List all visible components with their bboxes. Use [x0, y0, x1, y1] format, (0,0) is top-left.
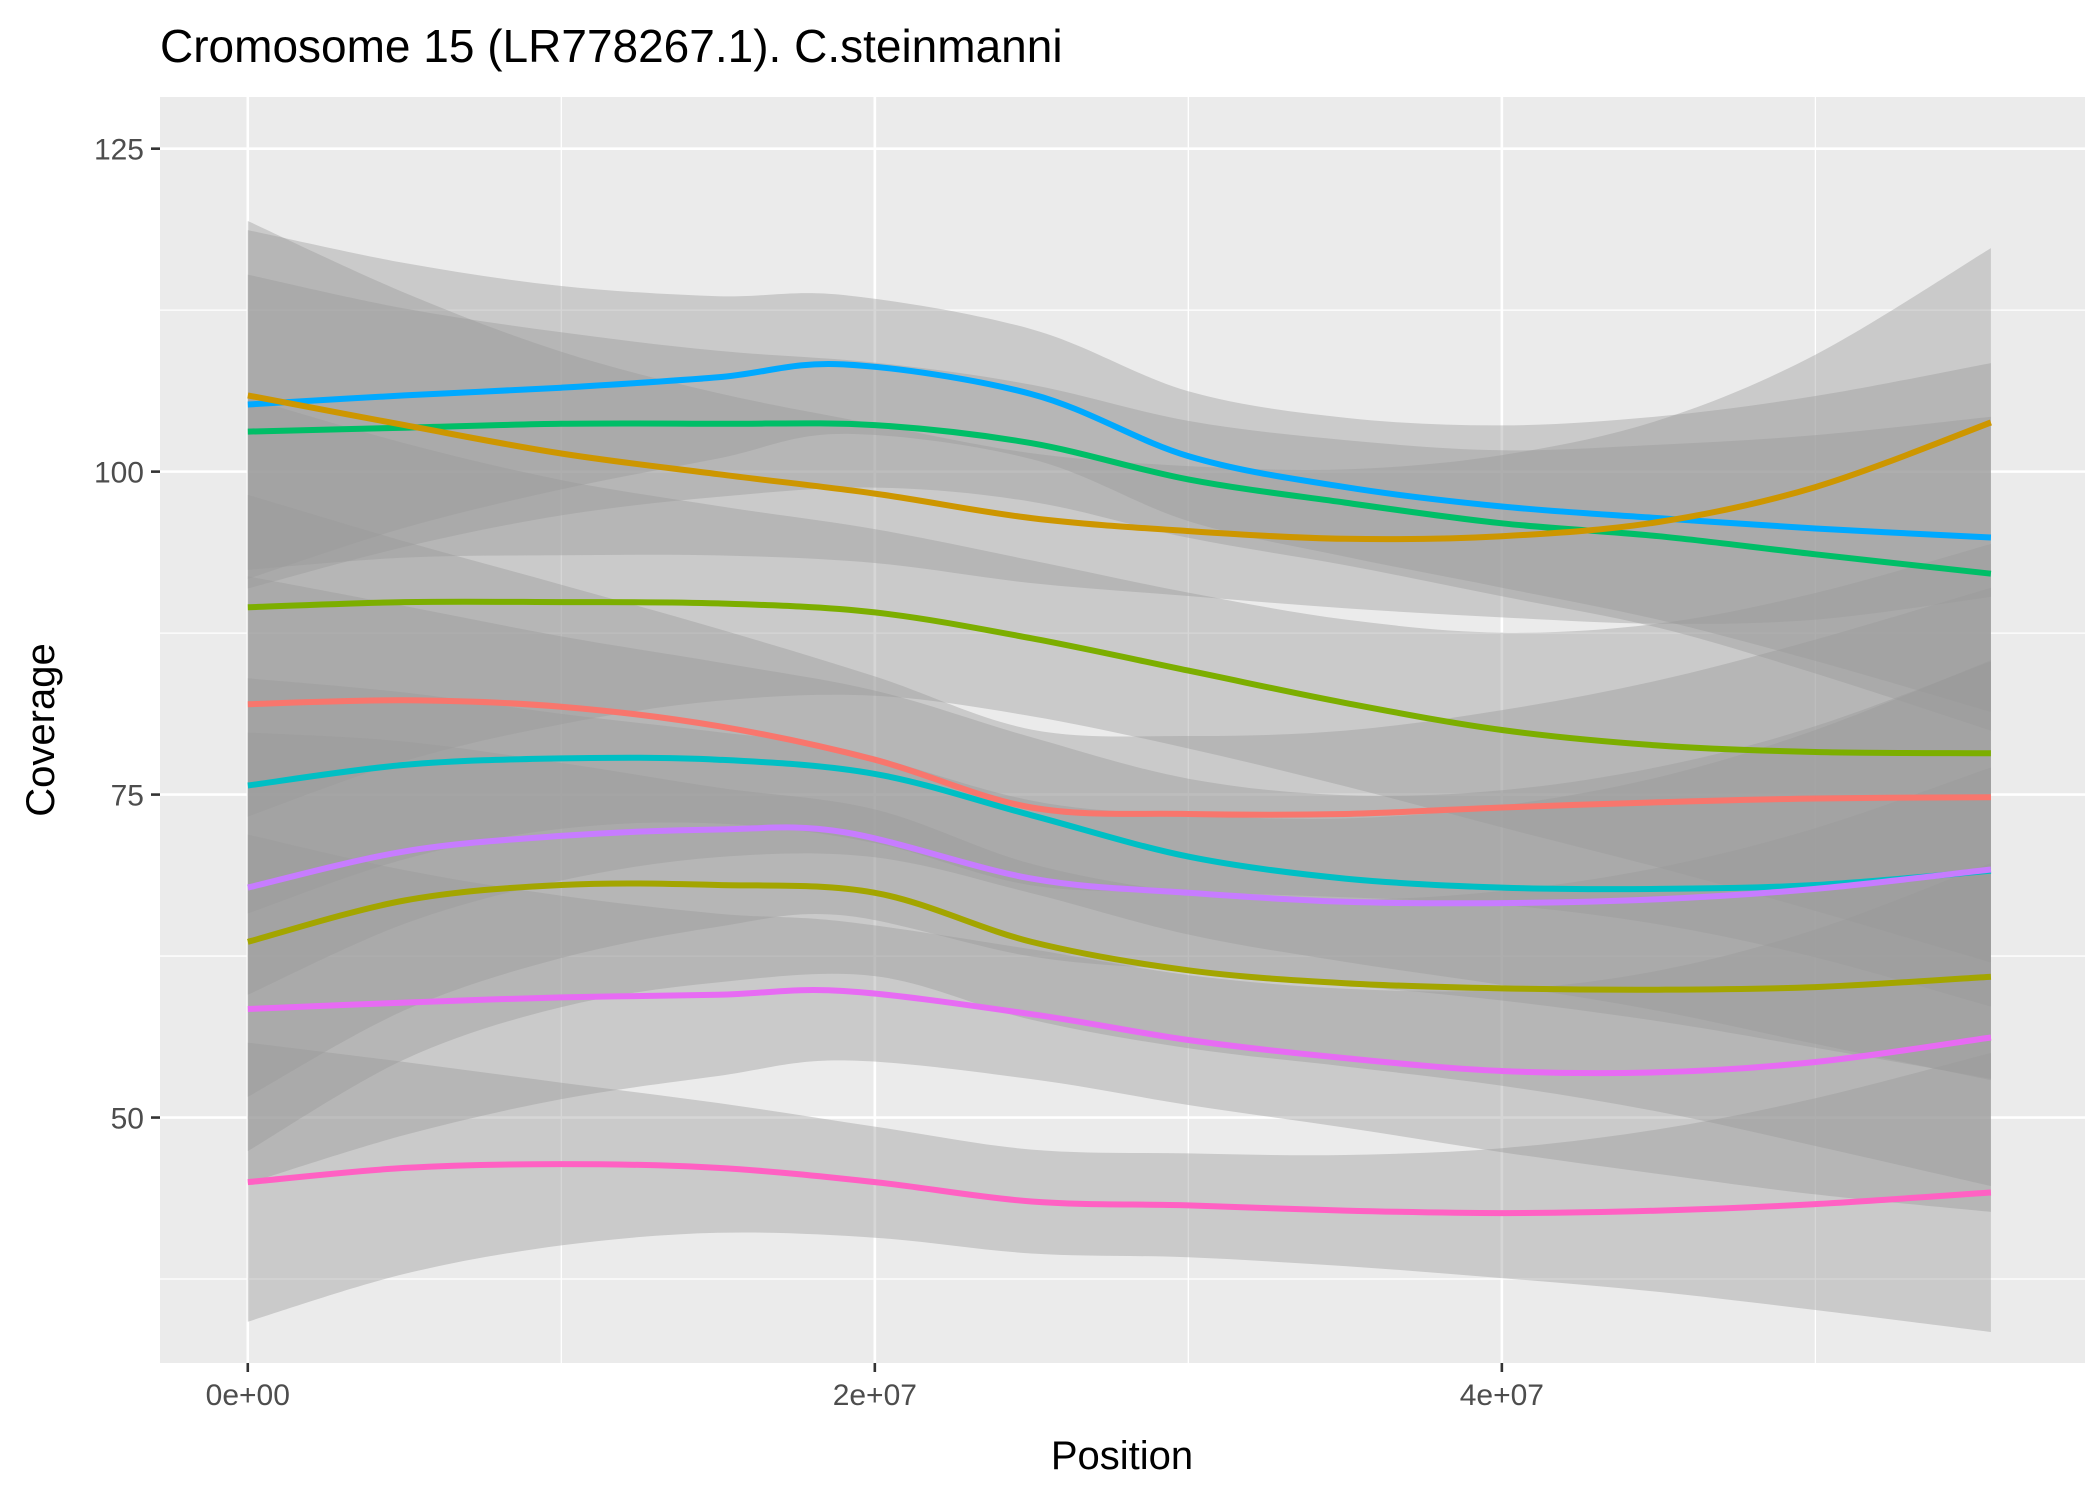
confidence-ribbon [247, 398, 1991, 963]
series-line [247, 420, 1992, 577]
confidence-ribbon [247, 834, 1991, 1212]
y-tick-label: 75 [111, 780, 144, 813]
chart-title: Cromosome 15 (LR778267.1). C.steinmanni [160, 20, 1063, 72]
series-lines [247, 360, 1992, 1217]
x-tick-label: 4e+07 [1460, 1379, 1544, 1412]
series-line [247, 697, 1991, 818]
y-tick-label: 100 [94, 457, 144, 490]
y-axis-title: Coverage [19, 643, 63, 816]
confidence-ribbon [247, 274, 1991, 731]
series-line [247, 598, 1991, 757]
plot-panel [160, 97, 2085, 1363]
confidence-ribbon [247, 221, 1991, 624]
series-line [247, 754, 1992, 893]
x-tick-label: 0e+00 [206, 1379, 290, 1412]
series-line [247, 824, 1992, 907]
y-axis: 50 75 100 125 [94, 134, 160, 1136]
confidence-ribbon [247, 230, 1991, 712]
confidence-ribbon [247, 576, 1991, 1081]
series-line [247, 987, 1992, 1077]
confidence-ribbon [247, 494, 1991, 1007]
x-axis-title: Position [1051, 1434, 1193, 1478]
series-line [247, 392, 1992, 543]
grid-minor [160, 97, 2085, 1363]
x-tick-label: 2e+07 [833, 1379, 917, 1412]
series-line [247, 880, 1992, 993]
confidence-ribbon [247, 1042, 1991, 1332]
x-axis: 0e+00 2e+07 4e+07 [206, 1363, 1544, 1412]
series-line [247, 1161, 1992, 1217]
y-tick-label: 125 [94, 134, 144, 167]
y-tick-label: 50 [111, 1103, 144, 1136]
